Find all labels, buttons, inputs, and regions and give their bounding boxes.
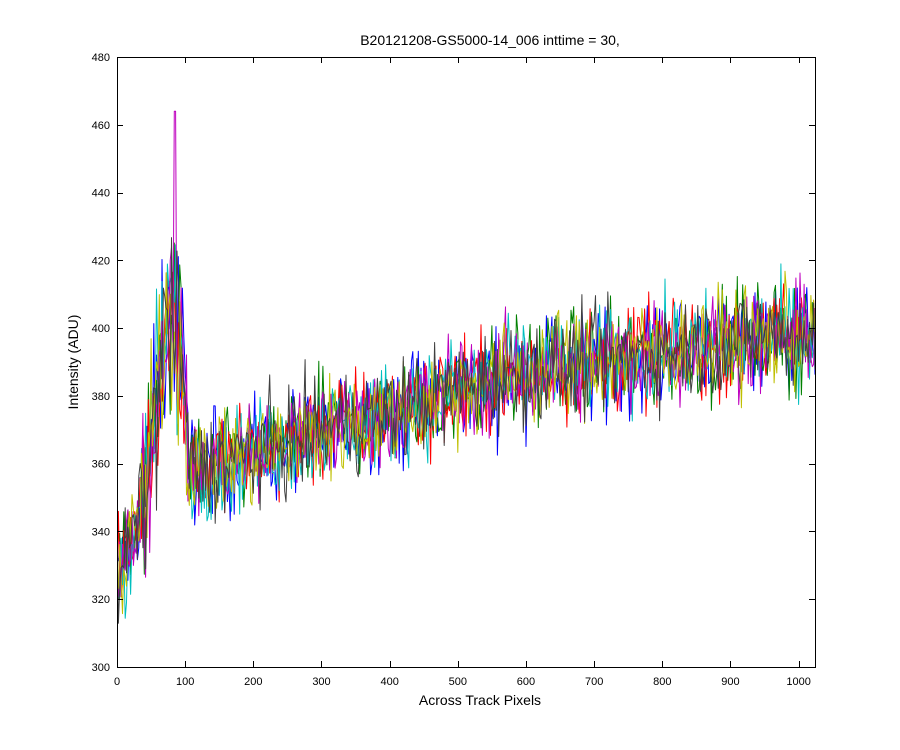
axes-frame	[117, 57, 816, 668]
y-tick-label: 440	[92, 188, 110, 200]
y-axis-title: Intensity (ADU)	[65, 315, 81, 410]
x-tick-label: 800	[653, 676, 671, 688]
x-tick-label: 400	[380, 676, 398, 688]
y-tick-label: 480	[92, 52, 110, 64]
y-tick-label: 400	[92, 323, 110, 335]
chart-title: B20121208-GS5000-14_006 inttime = 30,	[360, 32, 620, 48]
y-tick-label: 420	[92, 255, 110, 267]
y-tick-label: 360	[92, 459, 110, 471]
x-axis-title: Across Track Pixels	[419, 692, 541, 708]
series-layer	[117, 110, 815, 624]
x-tick-label: 100	[176, 676, 194, 688]
x-tick-label: 300	[312, 676, 330, 688]
x-tick-label: 900	[721, 676, 739, 688]
y-tick-label: 460	[92, 120, 110, 132]
y-tick-label: 380	[92, 391, 110, 403]
y-tick-label: 320	[92, 594, 110, 606]
x-tick-label: 700	[585, 676, 603, 688]
x-tick-label: 1000	[786, 676, 810, 688]
x-tick-label: 500	[449, 676, 467, 688]
x-tick-label: 200	[244, 676, 262, 688]
y-tick-label: 300	[92, 662, 110, 674]
series-line-7	[117, 237, 815, 624]
tick-layer: 0 100 200 300 400 500 600 700 800 900 1000 300 320 34…	[92, 52, 815, 688]
y-tick-label: 340	[92, 526, 110, 538]
x-tick-label: 600	[517, 676, 535, 688]
x-tick-label: 0	[114, 676, 120, 688]
